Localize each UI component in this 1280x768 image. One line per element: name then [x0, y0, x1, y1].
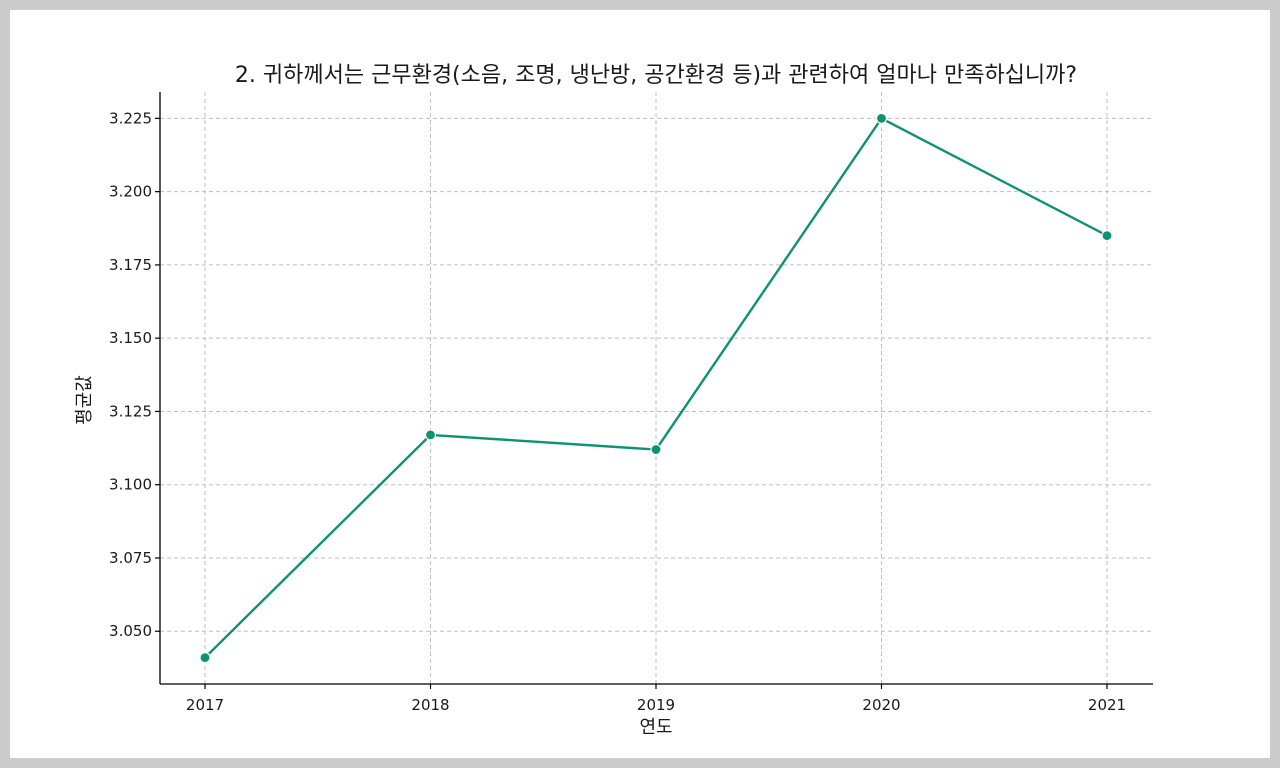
x-tick-label: 2020 [862, 696, 900, 714]
data-point [199, 652, 211, 664]
x-tick-label: 2017 [186, 696, 224, 714]
y-tick-label: 3.075 [109, 549, 152, 567]
ticks-layer: 3.050 3.075 3.100 3.125 3.150 3.175 3.200 3.225… [109, 109, 1126, 714]
y-axis-label: 평균값 [74, 375, 95, 425]
y-tick-label: 3.100 [109, 476, 152, 494]
x-tick-label: 2021 [1088, 696, 1126, 714]
x-tick-label: 2018 [411, 696, 449, 714]
chart-title: 2. 귀하께서는 근무환경(소음, 조명, 냉난방, 공간환경 등)과 관련하여… [235, 63, 1077, 88]
grid-layer [160, 92, 1153, 684]
data-point [1101, 230, 1113, 242]
chart-frame: 2. 귀하께서는 근무환경(소음, 조명, 냉난방, 공간환경 등)과 관련하여… [10, 10, 1270, 758]
y-tick-label: 3.225 [109, 109, 152, 127]
y-tick-label: 3.200 [109, 183, 152, 201]
data-point [424, 429, 437, 441]
data-point [875, 112, 888, 124]
y-tick-label: 3.125 [109, 402, 152, 420]
y-tick-label: 3.150 [109, 329, 152, 347]
x-tick-label: 2019 [637, 696, 675, 714]
x-axis-label: 연도 [639, 717, 672, 738]
series-layer [199, 112, 1113, 664]
line-chart: 2. 귀하께서는 근무환경(소음, 조명, 냉난방, 공간환경 등)과 관련하여… [74, 63, 1153, 738]
y-tick-label: 3.050 [109, 622, 152, 640]
data-point [650, 443, 662, 456]
y-tick-label: 3.175 [109, 256, 152, 274]
